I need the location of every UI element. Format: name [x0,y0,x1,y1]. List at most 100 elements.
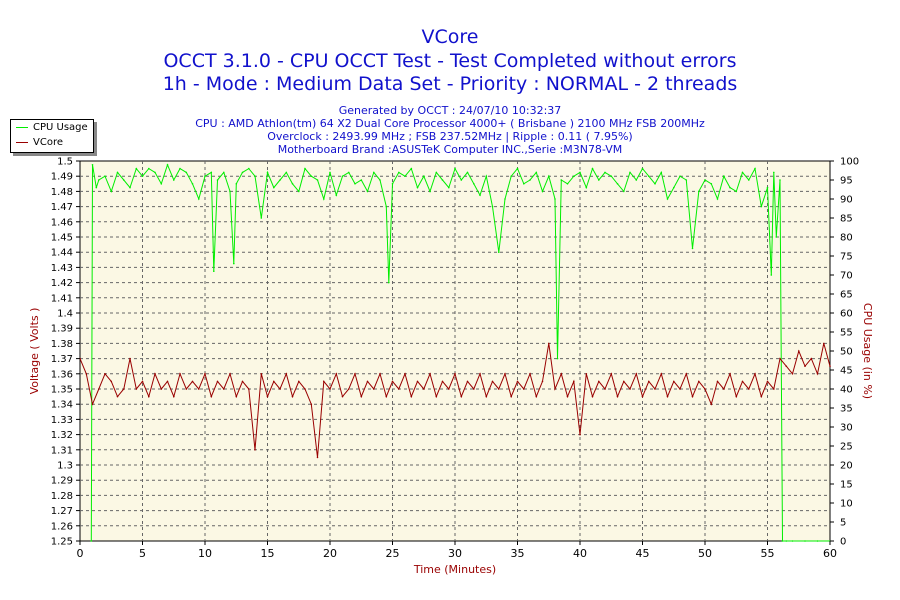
data-point-cpu-usage [741,171,744,174]
data-point-vcore [648,380,650,383]
data-point-cpu-usage [679,175,681,177]
data-point-cpu-usage [273,186,275,189]
data-point-vcore [223,388,225,390]
data-point-cpu-usage [91,164,94,166]
data-point-cpu-usage [698,190,700,193]
data-point-vcore [629,388,631,390]
data-point-cpu-usage [529,179,531,181]
data-point-cpu-usage [735,190,738,193]
data-point-cpu-usage [785,540,788,542]
data-point-vcore [135,388,138,390]
data-point-vcore [98,388,100,390]
data-point-vcore [591,395,594,398]
data-point-cpu-usage [360,179,363,181]
y-tick-label: 1.42 [51,278,73,289]
y-tick-label: 1.38 [51,339,73,350]
data-point-vcore [316,456,319,459]
data-point-vcore [273,380,275,383]
y2-tick-label: 90 [840,195,853,206]
data-point-vcore [779,357,781,360]
data-point-cpu-usage [260,217,263,219]
data-point-cpu-usage [329,171,331,174]
data-point-cpu-usage [535,171,538,174]
y-tick-label: 1.29 [51,476,73,487]
x-axis-label: Time (Minutes) [413,563,496,576]
x-tick-label: 35 [511,547,525,560]
data-point-cpu-usage [129,186,131,189]
y-tick-label: 1.48 [51,187,73,198]
chart-title: VCore [421,26,479,48]
data-point-cpu-usage [316,179,319,181]
data-point-vcore [266,395,269,398]
y-tick-label: 1.34 [51,400,73,411]
x-tick-label: 0 [77,547,84,560]
data-point-cpu-usage [579,171,581,174]
data-point-vcore [729,373,731,375]
y-tick-label: 1.43 [51,263,73,274]
data-point-vcore [141,380,144,383]
data-point-vcore [435,395,438,398]
data-point-cpu-usage [191,183,194,185]
data-point-cpu-usage [398,171,400,174]
data-point-vcore [466,380,469,383]
data-point-vcore [691,395,694,398]
data-point-cpu-usage [323,198,325,200]
data-point-cpu-usage [754,167,756,170]
data-point-cpu-usage [585,186,588,189]
data-point-vcore [516,380,519,383]
data-point-cpu-usage [548,175,550,177]
y2-tick-label: 65 [840,290,853,301]
x-tick-label: 25 [386,547,400,560]
data-point-vcore [823,342,825,345]
data-point-cpu-usage [210,171,213,174]
data-point-vcore [391,380,394,383]
data-point-cpu-usage [391,183,394,185]
data-point-cpu-usage [441,179,444,181]
data-point-vcore [710,403,713,406]
data-point-vcore [173,395,175,398]
y-tick-label: 1.39 [51,324,73,335]
data-point-cpu-usage [516,167,519,170]
data-point-cpu-usage [779,179,781,181]
data-point-cpu-usage [166,164,169,166]
data-point-vcore [148,395,150,398]
data-point-vcore [241,380,244,383]
data-point-vcore [566,395,569,398]
data-point-vcore [254,449,256,451]
legend-item-vcore: VCore [11,135,93,150]
data-point-cpu-usage [298,190,300,193]
data-point-cpu-usage [485,175,488,177]
y-tick-label: 1.49 [51,172,73,183]
data-point-vcore [385,395,388,398]
test-summary: OCCT 3.1.0 - CPU OCCT Test - Test Comple… [163,50,737,72]
data-point-cpu-usage [185,171,188,174]
data-point-vcore [304,388,306,390]
x-tick-label: 55 [761,547,775,560]
data-point-vcore [810,357,813,360]
data-point-cpu-usage [160,183,163,185]
data-point-cpu-usage [691,247,694,250]
data-point-cpu-usage [560,179,563,181]
data-point-vcore [654,388,656,390]
data-point-vcore [85,373,88,375]
data-point-cpu-usage [198,198,200,200]
data-point-cpu-usage [775,236,778,238]
y-tick-label: 1.31 [51,445,73,456]
data-point-cpu-usage [223,171,225,174]
motherboard-info: Motherboard Brand :ASUSTeK Computer INC.… [277,143,623,156]
data-point-vcore [804,365,806,368]
data-point-cpu-usage [804,540,806,542]
data-point-cpu-usage [479,194,481,196]
data-point-cpu-usage [179,167,181,170]
y-tick-label: 1.33 [51,415,73,426]
data-point-vcore [660,373,663,375]
data-point-cpu-usage [573,175,575,177]
data-point-cpu-usage [510,175,512,177]
x-tick-label: 15 [261,547,275,560]
data-point-vcore [116,395,119,398]
data-point-vcore [279,388,281,390]
y2-tick-label: 85 [840,214,853,225]
data-point-cpu-usage [310,175,313,177]
data-point-cpu-usage [610,175,613,177]
data-point-vcore [398,388,400,390]
